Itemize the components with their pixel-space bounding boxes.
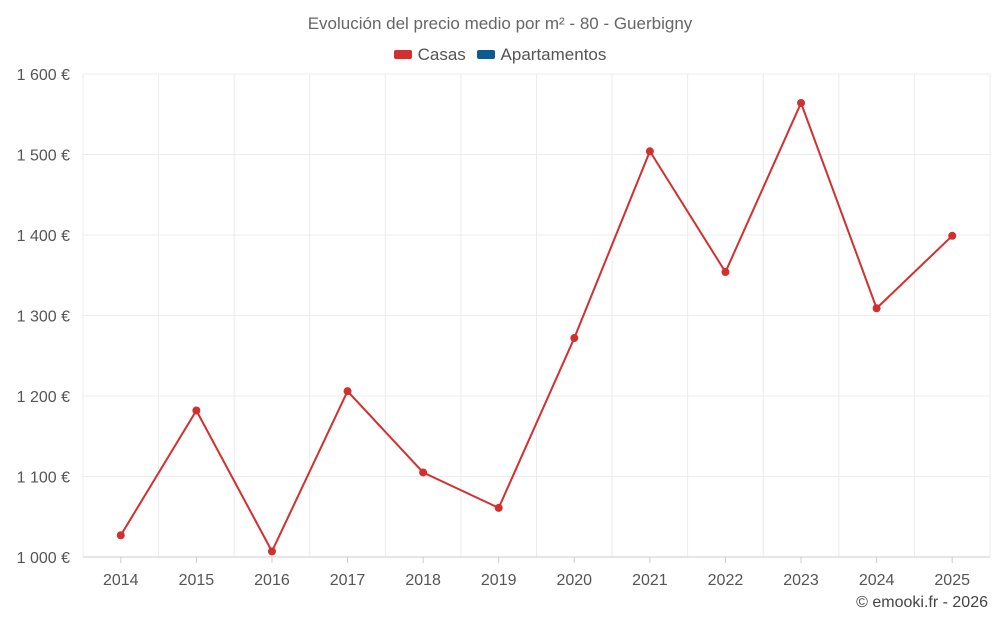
data-point [343,387,352,396]
data-point [948,231,957,240]
grid-layer [82,73,991,558]
chart-title: Evolución del precio medio por m² - 80 -… [307,14,693,33]
x-tick-label: 2025 [934,572,970,589]
x-tick-label: 2015 [179,572,215,589]
y-tick-label: 1 500 € [17,148,70,165]
x-tick-label: 2020 [556,572,592,589]
x-tick-label: 2022 [708,572,744,589]
x-tick-label: 2024 [859,572,895,589]
legend-swatch-casas [393,50,412,59]
data-point [872,304,881,313]
chart-legend: Casas Apartamentos [0,44,1000,65]
series-line-casas [119,101,953,553]
legend-label-casas: Casas [417,44,466,64]
y-tick-label: 1 100 € [17,470,70,487]
data-point [116,531,125,540]
series-layer [116,98,957,556]
legend-item-casas[interactable]: Casas [393,44,466,65]
data-point [494,503,503,512]
y-tick-label: 1 200 € [17,389,70,406]
x-tick-label: 2018 [405,572,441,589]
data-point [192,406,201,415]
axis-layer: 1 000 € 1 100 € 1 200 € 1 300 € 1 400 € 1 500… [17,67,990,589]
x-tick-label: 2023 [783,572,819,589]
y-tick-label: 1 600 € [17,67,70,84]
data-point [645,147,654,156]
x-tick-label: 2014 [103,572,139,589]
y-tick-label: 1 400 € [17,228,70,245]
copyright-footer: © emooki.fr - 2026 [856,594,988,611]
y-tick-label: 1 000 € [17,550,70,567]
x-tick-label: 2016 [254,572,290,589]
y-tick-label: 1 300 € [17,309,70,326]
data-point [570,334,579,343]
legend-item-apartamentos[interactable]: Apartamentos [476,44,607,65]
data-point [721,268,730,277]
data-point [419,468,428,477]
x-tick-label: 2019 [481,572,517,589]
data-point [797,98,806,107]
legend-swatch-apartamentos [476,50,495,59]
data-point [267,547,276,556]
legend-label-apartamentos: Apartamentos [500,44,607,64]
x-tick-label: 2017 [330,572,366,589]
x-tick-label: 2021 [632,572,668,589]
